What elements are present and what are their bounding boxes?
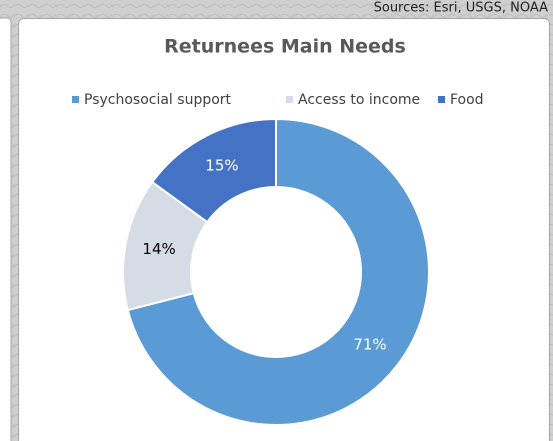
legend-swatch [438, 96, 445, 103]
legend-swatch [286, 96, 293, 103]
chart-title: Returnees Main Needs [164, 36, 406, 58]
side-panel [0, 18, 11, 441]
data-label: 14% [142, 240, 175, 258]
data-label: 71% [353, 335, 386, 353]
legend-label: Access to income [298, 92, 420, 108]
page: Sources: Esri, USGS, NOAA Returnees Main… [0, 0, 553, 441]
legend-label: Psychosocial support [84, 92, 232, 108]
legend-label: Food [450, 92, 484, 108]
screen: Sources: Esri, USGS, NOAA Returnees Main… [0, 0, 553, 441]
map-attribution: Sources: Esri, USGS, NOAA [374, 1, 548, 16]
data-label: 15% [205, 156, 238, 174]
legend-swatch [72, 96, 79, 103]
